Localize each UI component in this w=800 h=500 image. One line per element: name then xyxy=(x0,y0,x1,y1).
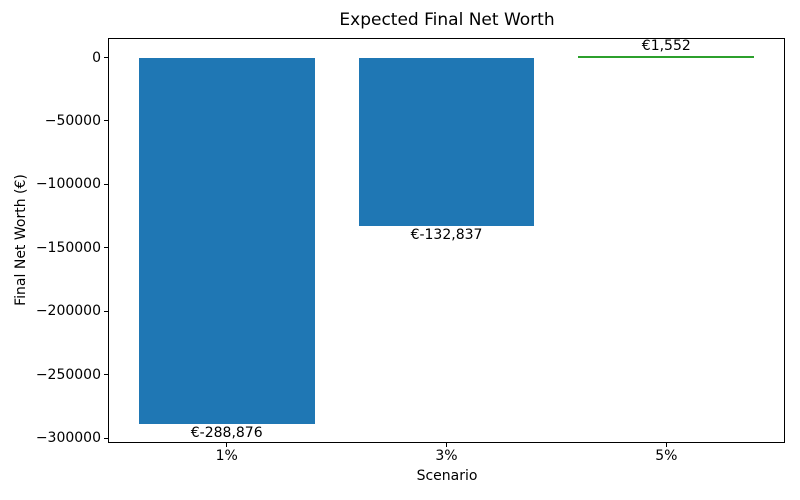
y-axis-label: Final Net Worth (€) xyxy=(13,174,29,306)
x-tick-label: 3% xyxy=(435,448,458,464)
y-tick-mark xyxy=(104,247,108,249)
y-tick-mark xyxy=(104,374,108,376)
x-tick-label: 1% xyxy=(215,448,238,464)
y-tick-label: −300000 xyxy=(35,430,101,447)
y-tick-label: −150000 xyxy=(35,239,101,256)
y-tick-label: −50000 xyxy=(44,112,101,129)
bar-3% xyxy=(358,57,535,227)
bar-value-label: €-132,837 xyxy=(410,227,483,244)
x-axis-label: Scenario xyxy=(416,468,478,484)
bar-1% xyxy=(138,57,315,425)
y-tick-label: −200000 xyxy=(35,303,101,320)
bar-5% xyxy=(578,55,755,58)
bar-value-label: €-288,876 xyxy=(190,425,263,442)
y-tick-mark xyxy=(104,57,108,59)
x-tick-label: 5% xyxy=(655,448,678,464)
chart-title: Expected Final Net Worth xyxy=(339,10,555,30)
x-tick-mark xyxy=(446,443,447,447)
y-tick-label: 0 xyxy=(92,49,101,66)
y-tick-label: −250000 xyxy=(35,366,101,383)
y-tick-mark xyxy=(104,183,108,185)
x-tick-mark xyxy=(226,443,228,447)
y-tick-label: −100000 xyxy=(35,176,101,193)
y-tick-mark xyxy=(104,310,108,312)
y-tick-mark xyxy=(104,120,108,122)
y-tick-mark xyxy=(104,437,108,439)
bar-value-label: €1,552 xyxy=(641,37,691,54)
x-tick-mark xyxy=(665,443,667,447)
